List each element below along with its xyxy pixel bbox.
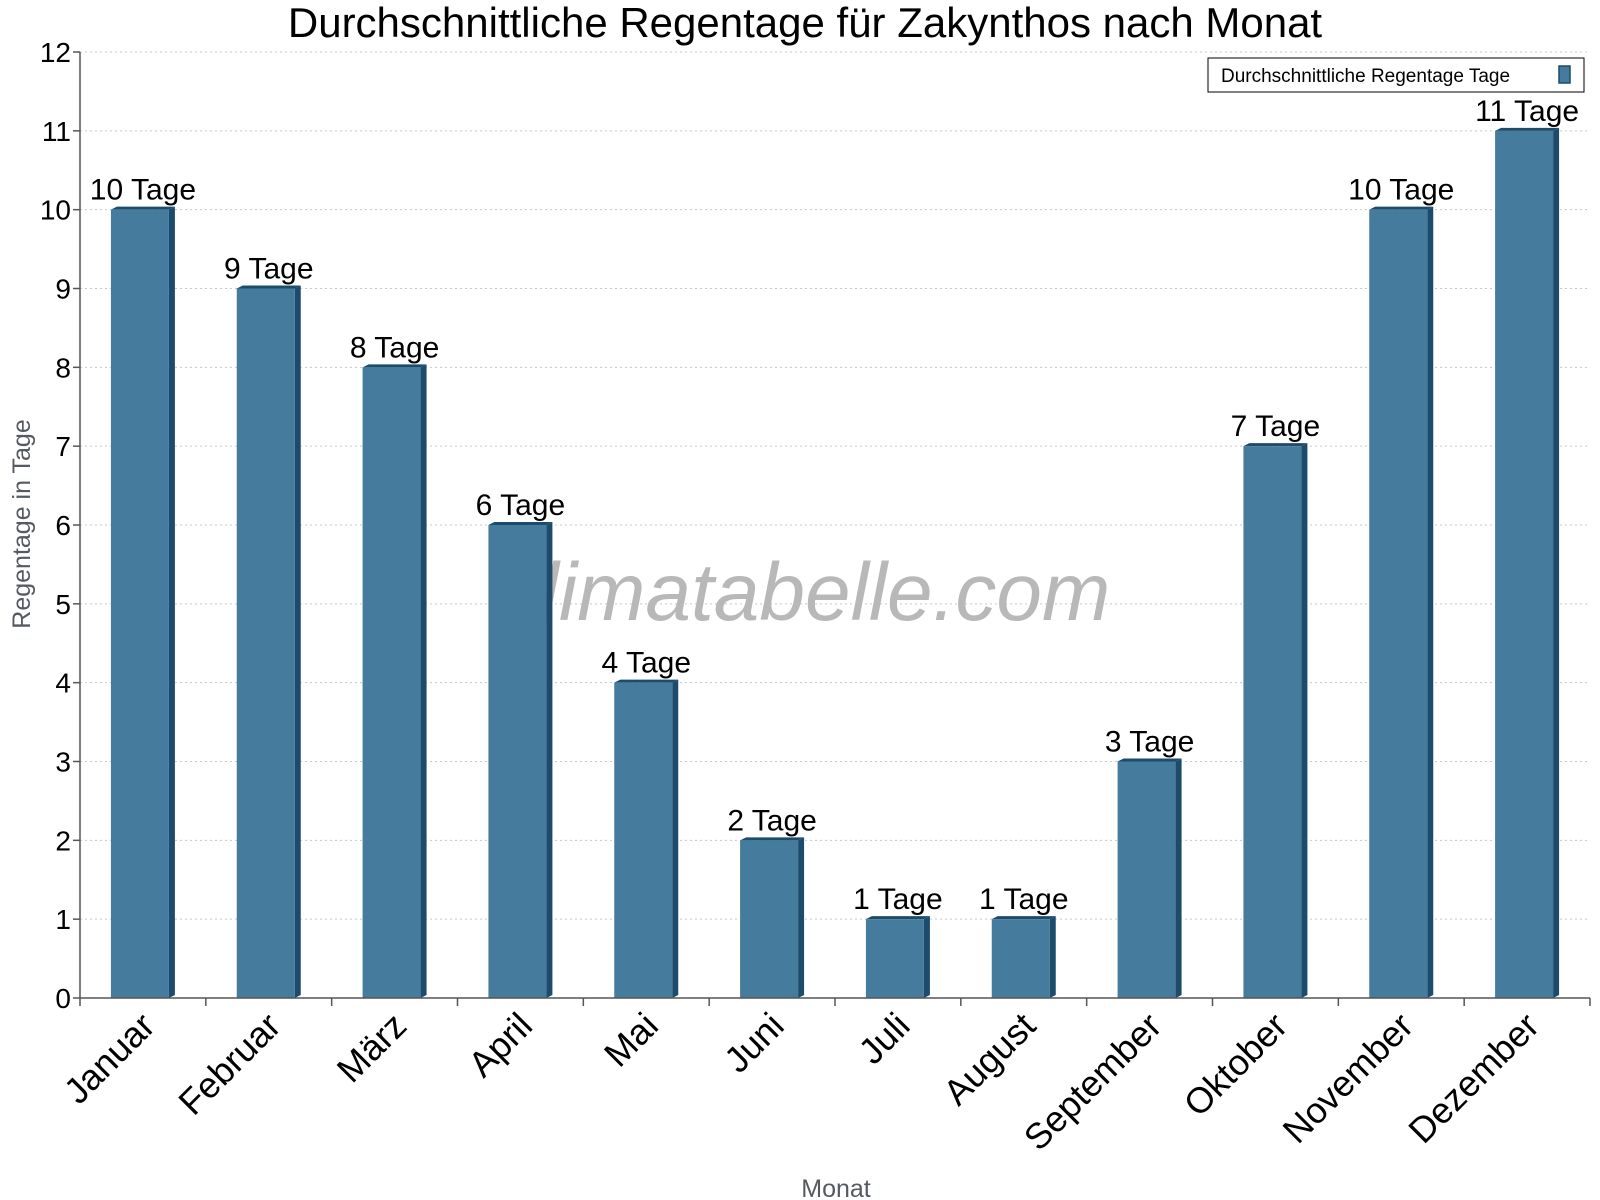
bar-side	[672, 679, 679, 998]
bar-front	[740, 840, 799, 998]
bar-5	[740, 837, 805, 998]
bar-value-label: 3 Tage	[1105, 726, 1195, 759]
bar-front	[1369, 209, 1428, 998]
bar-value-label: 9 Tage	[224, 253, 314, 286]
bar-top	[740, 837, 805, 841]
bar-front	[991, 919, 1050, 998]
bar-side	[294, 285, 301, 998]
bar-0	[110, 206, 175, 998]
bar-9	[1243, 443, 1308, 999]
bar-front	[488, 525, 547, 998]
y-tick-label: 4	[55, 668, 71, 699]
bar-top	[1243, 443, 1308, 447]
bar-value-label: 10 Tage	[90, 174, 196, 207]
bar-side	[798, 837, 805, 998]
bar-4	[614, 679, 679, 998]
bar-11	[1495, 127, 1560, 999]
bar-top	[991, 916, 1056, 920]
y-tick-label: 7	[55, 431, 71, 462]
y-tick-label: 1	[55, 904, 71, 935]
bar-value-label: 8 Tage	[350, 331, 440, 364]
bar-front	[865, 919, 924, 998]
bar-top	[236, 285, 301, 289]
bar-value-label: 2 Tage	[727, 804, 817, 837]
x-axis-label: Monat	[801, 1175, 871, 1200]
bar-front	[614, 682, 673, 998]
bar-side	[546, 522, 553, 998]
bar-top	[1369, 206, 1434, 210]
bar-side	[1553, 127, 1560, 999]
bar-side	[1301, 443, 1308, 999]
bar-top	[865, 916, 930, 920]
y-axis-label: Regentage in Tage	[8, 419, 36, 628]
y-tick-label: 8	[55, 352, 71, 383]
bar-side	[1175, 758, 1182, 998]
bar-front	[110, 209, 169, 998]
bar-side	[1049, 916, 1056, 998]
bar-8	[1117, 758, 1182, 998]
legend-box	[1207, 57, 1585, 93]
bar-top	[488, 522, 553, 525]
y-tick-label: 6	[55, 510, 71, 541]
bar-6	[865, 916, 930, 998]
bar-1	[236, 285, 301, 998]
chart-legend: Durchschnittliche Regentage Tage	[1207, 57, 1585, 93]
bar-2	[362, 364, 427, 998]
bar-value-label: 11 Tage	[1475, 95, 1579, 128]
bar-front	[362, 367, 421, 998]
watermark-text: klimatabelle.com	[500, 547, 1111, 638]
bar-value-label: 6 Tage	[476, 489, 566, 522]
bar-side	[923, 916, 930, 998]
bar-front	[1495, 130, 1554, 999]
y-tick-label: 9	[55, 274, 71, 305]
bar-side	[420, 364, 427, 998]
y-tick-label: 2	[55, 825, 71, 856]
bar-front	[1117, 761, 1176, 998]
bar-top	[614, 679, 679, 683]
bar-side	[1427, 206, 1434, 998]
y-tick-label: 0	[55, 983, 71, 1014]
bar-7	[991, 916, 1056, 998]
y-tick-label: 3	[55, 747, 71, 778]
bar-side	[168, 206, 175, 998]
bar-front	[236, 288, 295, 998]
bar-front	[1243, 446, 1302, 999]
bar-value-label: 1 Tage	[979, 883, 1069, 916]
bar-top	[110, 206, 175, 210]
bar-top	[362, 364, 427, 368]
legend-swatch	[1558, 65, 1571, 84]
legend-label: Durchschnittliche Regentage Tage	[1221, 66, 1510, 87]
bar-value-label: 10 Tage	[1348, 174, 1454, 207]
y-tick-label: 5	[55, 589, 71, 620]
bar-value-label: 7 Tage	[1231, 410, 1321, 443]
y-tick-label: 10	[40, 195, 71, 226]
bar-top	[1117, 758, 1182, 762]
bar-value-label: 4 Tage	[601, 647, 691, 680]
bar-3	[488, 522, 553, 998]
y-tick-label: 11	[42, 116, 71, 147]
bar-10	[1369, 206, 1434, 998]
bar-top	[1495, 127, 1560, 131]
chart-title: Durchschnittliche Regentage für Zakyntho…	[288, 0, 1323, 46]
bar-value-label: 1 Tage	[853, 883, 943, 916]
y-tick-label: 12	[40, 37, 71, 68]
